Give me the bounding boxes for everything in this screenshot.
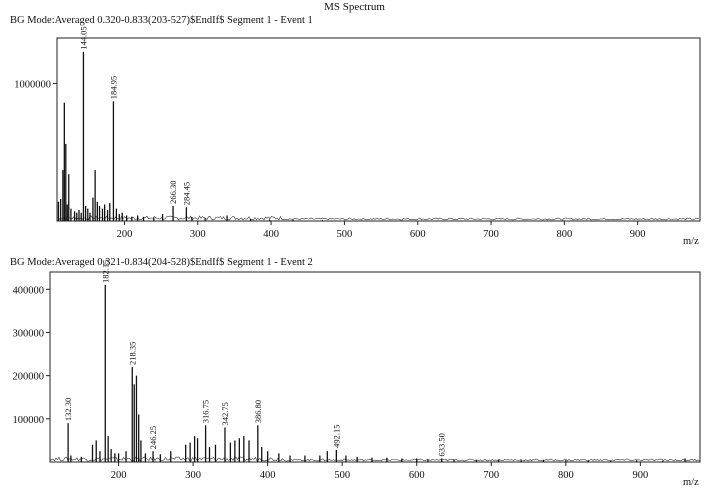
panel-2-peak-label: 246.25 bbox=[148, 426, 158, 449]
spectrum-title: MS Spectrum bbox=[324, 1, 385, 13]
panel-2-peak-label: 492.15 bbox=[331, 425, 341, 448]
panel-1-x-tick-label: 700 bbox=[483, 229, 499, 240]
panel-1-plot-frame bbox=[56, 37, 701, 222]
panel-2-plot-frame bbox=[49, 271, 701, 463]
panel-1-peak-label: 144.05 bbox=[78, 26, 88, 49]
panel-2-x-tick-label: 800 bbox=[558, 470, 574, 481]
panel-1-x-tick-label: 300 bbox=[190, 229, 206, 240]
panel-1-x-tick-label: 500 bbox=[337, 229, 353, 240]
panel-1-y-tick-label: 1000000 bbox=[14, 79, 51, 90]
panel-2-y-tick-label: 200000 bbox=[13, 372, 45, 383]
panel-2-subtitle: BG Mode:Averaged 0.321-0.834(204-528)$En… bbox=[10, 257, 313, 268]
panel-2-x-tick-label: 300 bbox=[185, 470, 201, 481]
panel-1-x-tick-label: 200 bbox=[117, 229, 133, 240]
panel-2-x-tick-label: 700 bbox=[483, 470, 499, 481]
panel-1-x-tick-label: 600 bbox=[410, 229, 426, 240]
panel-2-peak-label: 633.50 bbox=[437, 433, 447, 456]
panel-1-x-tick-label: 400 bbox=[263, 229, 279, 240]
panel-2-peak-label: 132.30 bbox=[63, 398, 73, 421]
panel-2-baseline-noise bbox=[49, 456, 700, 462]
panel-2-peak-label: 386.80 bbox=[253, 400, 263, 423]
panel-2-x-tick-label: 900 bbox=[632, 470, 648, 481]
panel-1-x-tick-label: 900 bbox=[630, 229, 646, 240]
panel-2-x-tick-label: 200 bbox=[111, 470, 127, 481]
panel-1-x-axis-label: m/z bbox=[683, 236, 699, 247]
panel-1-subtitle: BG Mode:Averaged 0.320-0.833(203-527)$En… bbox=[10, 15, 313, 26]
panel-2-x-tick-label: 600 bbox=[409, 470, 425, 481]
panel-2-y-tick-label: 300000 bbox=[13, 328, 45, 339]
panel-1-x-tick-label: 800 bbox=[556, 229, 572, 240]
panel-2-peak-label: 342.75 bbox=[220, 402, 230, 425]
panel-2-peak-label: 218.35 bbox=[127, 342, 137, 365]
panel-1-peak-label: 284.45 bbox=[181, 182, 191, 205]
panel-1-peak-label: 184.95 bbox=[108, 76, 118, 99]
panel-2-plot: 132.30 182.15 218.35 246.25 316.75 342.75 386.… bbox=[13, 260, 701, 488]
panel-2-x-axis-label: m/z bbox=[683, 477, 699, 488]
panel-2-y-tick-label: 100000 bbox=[13, 415, 45, 426]
panel-1-peak-label: 266.30 bbox=[168, 180, 178, 203]
panel-2-y-tick-label: 400000 bbox=[13, 285, 45, 296]
panel-2-x-tick-label: 500 bbox=[334, 470, 350, 481]
panel-2-peak-label: 316.75 bbox=[201, 400, 211, 423]
panel-2-x-tick-label: 400 bbox=[260, 470, 276, 481]
panel-1-plot: 144.05 184.95 266.30 284.45 200 300 400 500 600 7… bbox=[14, 26, 701, 247]
panel-2-peak-label: 182.15 bbox=[100, 260, 110, 283]
